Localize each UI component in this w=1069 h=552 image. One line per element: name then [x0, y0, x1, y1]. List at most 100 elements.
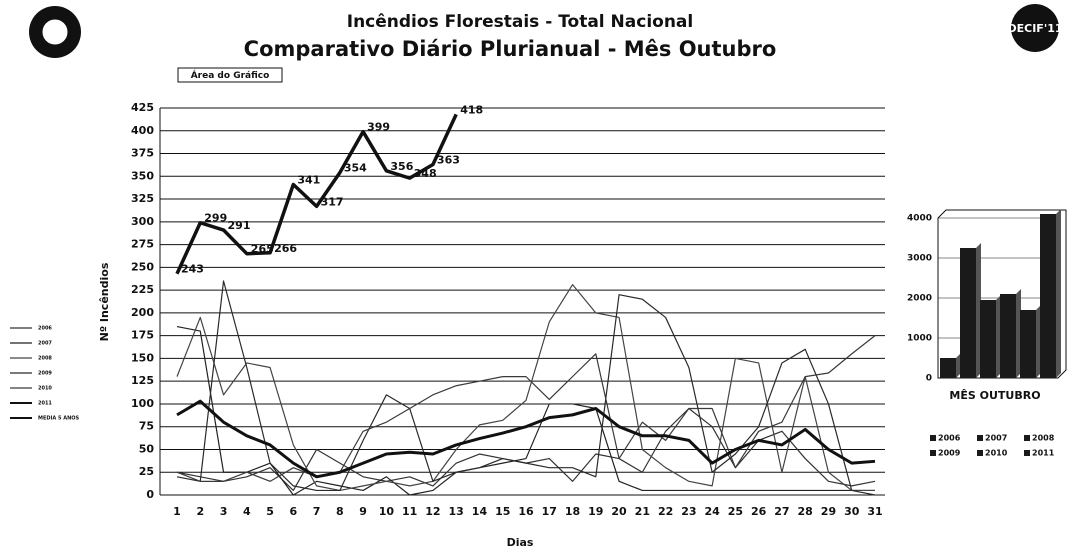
legend-label: 2007 [38, 341, 52, 347]
x-axis-label: Dias [507, 536, 534, 549]
y-tick-label: 225 [131, 283, 154, 296]
y-tick-label: 200 [131, 306, 154, 319]
legend-label: 2009 [938, 449, 961, 458]
y-tick-label: 25 [139, 465, 154, 478]
y-tick-label: 325 [131, 192, 154, 205]
x-tick-label: 12 [425, 505, 440, 518]
y-tick-label: 175 [131, 329, 154, 342]
y-tick-label: 2000 [907, 294, 932, 304]
bar [1040, 214, 1056, 378]
x-tick-label: 21 [635, 505, 650, 518]
y-tick-label: 150 [131, 351, 154, 364]
legend-label: 2010 [38, 386, 52, 392]
bar [980, 300, 996, 378]
x-tick-label: 1 [173, 505, 181, 518]
legend-swatch [1024, 435, 1030, 441]
bar-side [1056, 209, 1061, 378]
x-tick-label: 10 [379, 505, 395, 518]
bar [1020, 310, 1036, 378]
legend-swatch [977, 435, 983, 441]
x-tick-label: 30 [844, 505, 860, 518]
y-tick-label: 300 [131, 215, 154, 228]
y-tick-label: 3000 [907, 254, 932, 264]
data-label: 418 [460, 103, 483, 116]
legend-label: 2009 [38, 371, 52, 377]
bar [960, 248, 976, 378]
legend-label: 2008 [1032, 434, 1055, 443]
x-tick-label: 6 [290, 505, 298, 518]
x-tick-label: 4 [243, 505, 251, 518]
x-tick-label: 13 [449, 505, 464, 518]
legend-label: 2011 [38, 401, 52, 407]
data-label: 291 [228, 219, 251, 232]
title: Incêndios Florestais - Total Nacional [347, 12, 693, 32]
y-tick-label: 100 [131, 397, 154, 410]
x-tick-label: 15 [495, 505, 510, 518]
bar-side [956, 353, 961, 378]
x-tick-label: 19 [588, 505, 603, 518]
series-line [176, 280, 876, 496]
data-label: 265 [251, 243, 274, 256]
x-tick-label: 11 [402, 505, 417, 518]
y-tick-label: 50 [139, 442, 155, 455]
bar-title: MÊS OUTUBRO [949, 389, 1040, 402]
data-label: 266 [274, 242, 297, 255]
logo-right [1011, 4, 1059, 52]
bar-side [996, 295, 1001, 378]
legend-swatch [977, 450, 983, 456]
y-tick-label: 125 [131, 374, 154, 387]
bar [1000, 294, 1016, 378]
x-tick-label: 28 [798, 505, 813, 518]
annotation-box [177, 67, 283, 83]
legend-label: 2008 [38, 356, 52, 362]
bar [940, 358, 956, 378]
x-tick-label: 31 [867, 505, 882, 518]
data-label: 317 [321, 195, 344, 208]
legend-swatch [1024, 450, 1030, 456]
series-line [176, 325, 875, 496]
x-tick-label: 25 [728, 505, 743, 518]
legend-label: 2011 [1032, 449, 1055, 458]
data-label: 363 [437, 153, 460, 166]
y-tick-label: 1000 [907, 334, 932, 344]
data-label: 341 [297, 173, 320, 186]
series-line [175, 113, 458, 275]
x-tick-label: 17 [542, 505, 557, 518]
series-line [176, 399, 876, 479]
data-label: 354 [344, 162, 367, 175]
data-label: 348 [414, 167, 437, 180]
bar-side [976, 243, 981, 378]
x-tick-label: 3 [220, 505, 228, 518]
legend-swatch [930, 435, 936, 441]
x-tick-label: 7 [313, 505, 321, 518]
legend-label: 2007 [985, 434, 1007, 443]
x-tick-label: 8 [336, 505, 344, 518]
x-tick-label: 5 [266, 505, 274, 518]
x-tick-label: 23 [681, 505, 696, 518]
x-tick-label: 26 [751, 505, 767, 518]
y-tick-label: 275 [131, 238, 154, 251]
data-label: 243 [181, 263, 204, 276]
x-tick-label: 2 [196, 505, 204, 518]
legend-label: 2006 [38, 326, 52, 332]
x-tick-label: 29 [821, 505, 836, 518]
legend-label: 2010 [985, 449, 1008, 458]
x-tick-label: 16 [518, 505, 534, 518]
y-tick-label: 350 [131, 169, 154, 182]
subtitle: Comparativo Diário Plurianual - Mês Outu… [244, 37, 777, 61]
y-tick-label: 250 [131, 260, 154, 273]
y-tick-label: 4000 [907, 214, 932, 224]
data-label: 299 [204, 212, 227, 225]
data-label: 399 [367, 121, 390, 134]
bar-side [1036, 305, 1041, 378]
x-tick-label: 24 [704, 505, 720, 518]
y-axis-label: Nº Incêndios [98, 262, 111, 341]
series-line [176, 284, 875, 492]
y-tick-label: 0 [146, 488, 154, 501]
x-tick-label: 20 [611, 505, 627, 518]
logo-left-inner [39, 16, 71, 48]
series-line [176, 335, 876, 482]
logo-text: DECIF'11 [1008, 22, 1063, 35]
x-tick-label: 18 [565, 505, 580, 518]
